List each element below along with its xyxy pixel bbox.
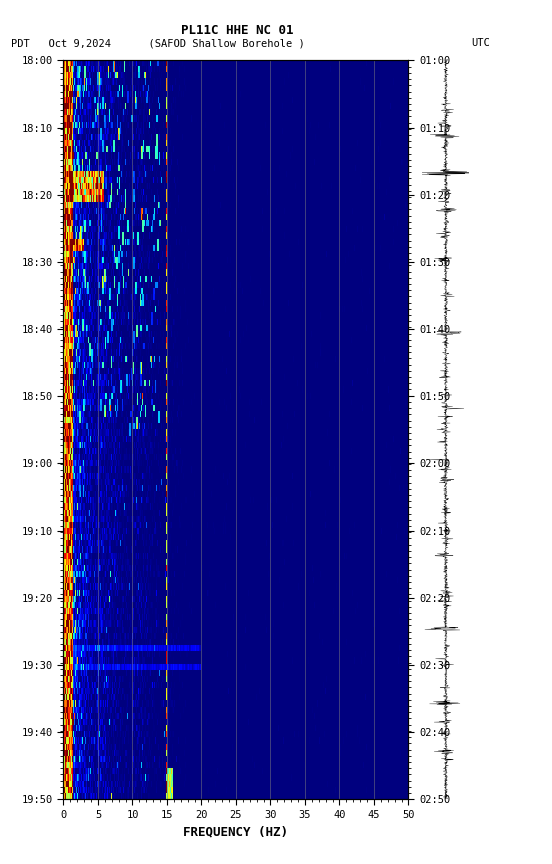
Text: PL11C HHE NC 01: PL11C HHE NC 01	[181, 23, 294, 37]
Text: PDT   Oct 9,2024      (SAFOD Shallow Borehole ): PDT Oct 9,2024 (SAFOD Shallow Borehole )	[11, 38, 305, 48]
X-axis label: FREQUENCY (HZ): FREQUENCY (HZ)	[183, 825, 289, 838]
Text: UTC: UTC	[471, 38, 490, 48]
